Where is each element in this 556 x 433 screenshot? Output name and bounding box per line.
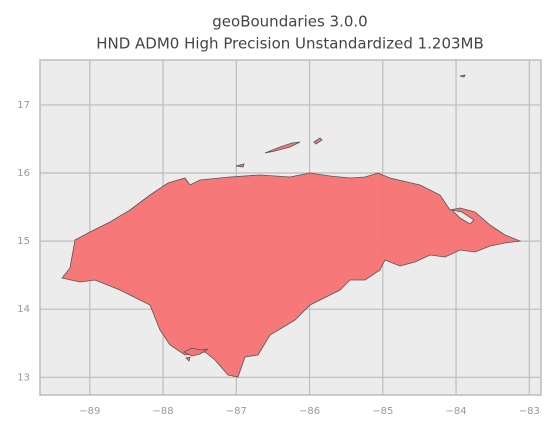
- x-tick-label: −84: [445, 406, 466, 417]
- x-tick-label: −88: [152, 406, 173, 417]
- chart-subtitle: HND ADM0 High Precision Unstandardized 1…: [96, 35, 484, 53]
- island: [235, 163, 245, 168]
- y-tick-label: 15: [17, 236, 30, 247]
- x-tick-label: −85: [372, 406, 393, 417]
- island: [313, 137, 323, 145]
- mainland: [61, 172, 522, 378]
- lagoon: [450, 209, 475, 225]
- island: [264, 141, 301, 154]
- x-tick-label: −86: [299, 406, 320, 417]
- y-tick-label: 14: [17, 304, 30, 315]
- island: [185, 356, 191, 362]
- island: [183, 347, 209, 357]
- y-tick-label: 17: [17, 100, 30, 111]
- y-tick-label: 16: [17, 168, 30, 179]
- x-tick-label: −87: [226, 406, 247, 417]
- chart-title: geoBoundaries 3.0.0: [212, 13, 367, 31]
- country-shape: [61, 74, 522, 378]
- x-tick-label: −89: [79, 406, 100, 417]
- island: [459, 74, 466, 78]
- x-tick-label: −83: [519, 406, 540, 417]
- y-tick-label: 13: [17, 372, 30, 383]
